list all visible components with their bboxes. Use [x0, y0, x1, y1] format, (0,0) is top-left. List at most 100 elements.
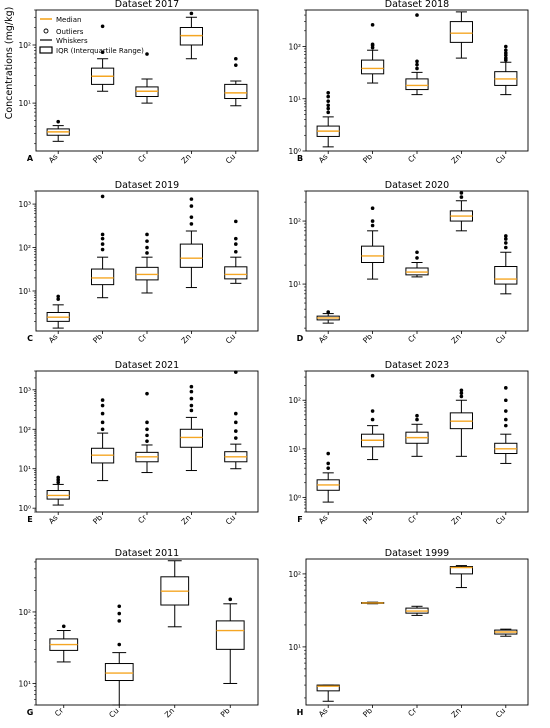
- outlier-point: [117, 619, 122, 623]
- panel-title: Dataset 2018: [385, 0, 449, 10]
- x-tick-label: Cu: [224, 332, 238, 346]
- y-tick-label: 10²: [288, 570, 301, 579]
- x-tick-label: Zn: [179, 332, 193, 346]
- outlier-point: [370, 219, 375, 223]
- iqr-box: [449, 566, 473, 575]
- y-tick-label: 10²: [18, 425, 31, 434]
- outlier-point: [100, 232, 105, 237]
- x-tick-label: Zn: [179, 513, 193, 527]
- outlier-point: [189, 384, 194, 389]
- outlier-point: [234, 63, 238, 67]
- y-tick-label: 10³: [18, 200, 31, 209]
- panel-letter: C: [27, 334, 33, 343]
- outlier-point: [100, 236, 105, 241]
- legend-outliers-label: Outliers: [56, 28, 84, 36]
- panel-title: Dataset 2020: [385, 180, 449, 191]
- plot-frame: [305, 190, 529, 332]
- outlier-point: [189, 215, 194, 219]
- outlier-point: [189, 408, 194, 413]
- outlier-point: [100, 50, 105, 55]
- outlier-point: [100, 427, 105, 432]
- outlier-point: [234, 420, 238, 425]
- x-tick-label: As: [47, 332, 60, 345]
- iqr-box: [215, 620, 245, 650]
- outlier-point: [234, 429, 238, 433]
- y-tick-label: 10²: [18, 608, 31, 617]
- y-tick-label: 10³: [18, 386, 31, 395]
- x-tick-label: Zn: [163, 706, 177, 720]
- outlier-point: [145, 232, 149, 237]
- outlier-point: [145, 251, 149, 255]
- outlier-point: [326, 466, 331, 470]
- x-tick-label: As: [317, 513, 330, 526]
- y-tick-label: 10⁰: [288, 493, 301, 502]
- plot-frame: [35, 190, 259, 332]
- x-tick-label: Cu: [494, 332, 508, 346]
- iqr-box: [104, 663, 134, 682]
- outlier-point: [415, 62, 419, 67]
- outlier-point: [100, 247, 105, 252]
- panel-title: Dataset 2021: [115, 360, 179, 371]
- panel-letter: B: [297, 154, 303, 163]
- outlier-point: [415, 59, 419, 64]
- outlier-point: [145, 239, 149, 243]
- legend-outlier-swatch: [43, 28, 49, 34]
- iqr-box: [494, 266, 518, 285]
- outlier-point: [415, 66, 419, 71]
- panel-letter: G: [27, 708, 34, 717]
- outlier-point: [189, 403, 194, 408]
- outlier-point: [370, 223, 375, 228]
- outlier-point: [100, 403, 105, 408]
- outlier-point: [189, 204, 194, 208]
- panel-title: Dataset 2011: [115, 548, 179, 559]
- outlier-point: [117, 604, 122, 609]
- outlier-point: [189, 396, 194, 401]
- outlier-point: [370, 206, 375, 211]
- plot-frame: [305, 9, 529, 152]
- outlier-point: [370, 409, 375, 413]
- outlier-point: [415, 256, 419, 260]
- iqr-box: [179, 243, 204, 268]
- x-tick-label: Cu: [494, 152, 508, 166]
- outlier-point: [100, 411, 105, 416]
- outlier-point: [504, 237, 508, 241]
- outlier-point: [504, 48, 508, 53]
- panel-letter: F: [297, 515, 302, 524]
- x-tick-label: As: [47, 152, 60, 165]
- outlier-point: [61, 624, 66, 629]
- outlier-point: [189, 222, 194, 226]
- legend: Median Outliers Whiskers IQR (Interquart…: [39, 16, 144, 55]
- outlier-point: [100, 242, 105, 246]
- plot-frame: [35, 370, 259, 513]
- outlier-point: [326, 94, 331, 99]
- x-tick-label: As: [317, 706, 330, 719]
- outlier-point: [145, 427, 149, 432]
- outlier-point: [234, 436, 238, 440]
- panel-title: Dataset 2019: [115, 180, 179, 191]
- x-tick-label: Cu: [494, 706, 508, 720]
- outlier-point: [117, 611, 122, 616]
- outlier-point: [415, 250, 419, 255]
- y-tick-label: 10¹: [18, 99, 31, 108]
- outlier-point: [145, 52, 149, 56]
- x-tick-label: Cu: [107, 706, 121, 720]
- plot-frame: [35, 558, 259, 706]
- x-tick-label: Zn: [449, 152, 463, 166]
- outlier-point: [415, 417, 419, 422]
- outlier-point: [228, 597, 233, 602]
- outlier-point: [56, 480, 60, 485]
- panel-letter: D: [297, 334, 304, 343]
- outlier-point: [370, 417, 375, 422]
- x-tick-label: As: [47, 513, 60, 526]
- outlier-point: [234, 242, 238, 246]
- outlier-point: [415, 413, 419, 418]
- outlier-point: [504, 51, 508, 55]
- outlier-point: [145, 420, 149, 425]
- outlier-point: [145, 245, 149, 250]
- outlier-point: [326, 461, 331, 466]
- outlier-point: [370, 23, 375, 27]
- outlier-point: [326, 110, 331, 115]
- iqr-box: [361, 59, 385, 75]
- outlier-point: [145, 391, 149, 396]
